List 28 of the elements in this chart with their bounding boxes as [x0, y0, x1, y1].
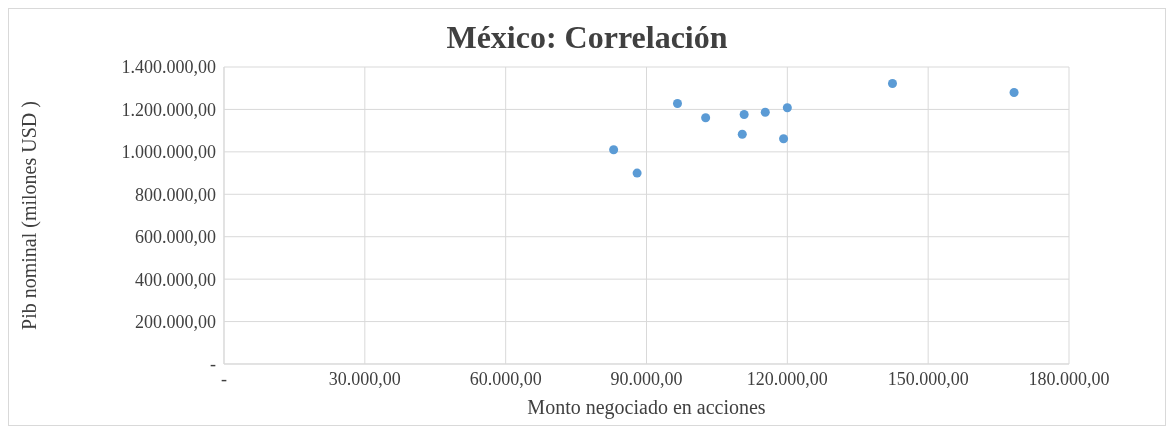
point [1009, 87, 1019, 97]
y-tick-label: 1.000.000,00 [121, 142, 216, 163]
y-tick-label: 1.200.000,00 [121, 99, 216, 120]
x-tick-label: 180.000,00 [1028, 368, 1110, 389]
point [609, 145, 619, 155]
point [779, 134, 789, 144]
point [887, 79, 897, 89]
point [760, 107, 770, 117]
x-axis-title: Monto negociado en acciones [527, 396, 766, 419]
point [632, 168, 642, 178]
point [672, 98, 682, 108]
y-tick-label: 1.400.000,00 [121, 57, 216, 78]
x-tick-label: 150.000,00 [887, 368, 969, 389]
y-tick-label: - [210, 354, 216, 375]
point [782, 103, 792, 113]
point [739, 110, 749, 120]
point [737, 129, 747, 139]
x-tick-label: 90.000,00 [610, 368, 683, 389]
x-tick-label: 60.000,00 [469, 368, 542, 389]
y-tick-label: 400.000,00 [135, 269, 216, 290]
y-axis-title: Pib nominal (milones USD ) [18, 101, 42, 330]
chart-title: México: Correlación [445, 19, 729, 57]
x-tick-label: 120.000,00 [746, 368, 828, 389]
y-tick-label: 600.000,00 [135, 227, 216, 248]
point [701, 113, 711, 123]
x-tick-label: 30.000,00 [328, 368, 401, 389]
y-tick-label: 800.000,00 [135, 184, 216, 205]
y-tick-label: 200.000,00 [135, 311, 216, 332]
